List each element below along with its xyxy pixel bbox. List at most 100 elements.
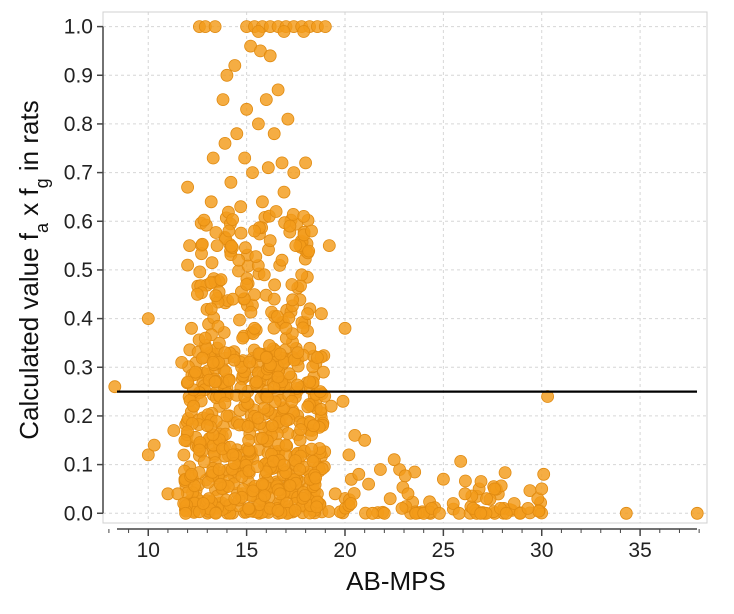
x-tick-label: 15: [235, 539, 258, 562]
data-point: [226, 292, 240, 306]
data-point: [197, 455, 211, 469]
data-point: [250, 375, 263, 389]
data-point: [234, 226, 248, 240]
data-point: [288, 504, 302, 517]
data-point: [181, 375, 195, 389]
data-point: [185, 321, 198, 335]
data-point: [446, 497, 460, 510]
data-point: [322, 505, 336, 518]
data-point: [244, 305, 258, 319]
data-point: [255, 431, 269, 445]
data-point: [267, 127, 281, 141]
data-point: [251, 117, 265, 131]
data-point: [251, 25, 265, 38]
data-point: [259, 93, 273, 106]
data-point: [366, 506, 379, 520]
x-tick-label: 25: [432, 539, 455, 562]
data-point: [220, 409, 234, 423]
data-point: [147, 438, 161, 452]
y-tick-label: 0.8: [64, 113, 93, 136]
data-point: [373, 463, 387, 476]
data-point: [171, 487, 185, 501]
data-point: [267, 321, 281, 335]
data-point: [395, 501, 409, 515]
data-point: [232, 253, 246, 267]
data-point: [277, 25, 291, 38]
data-point: [193, 265, 207, 279]
data-point: [297, 25, 311, 38]
data-point: [474, 475, 488, 488]
data-point: [255, 477, 269, 491]
data-point: [167, 424, 181, 437]
data-point: [316, 365, 330, 379]
data-point: [307, 419, 320, 433]
data-point: [507, 497, 521, 510]
data-point: [230, 127, 244, 141]
data-point: [273, 347, 287, 361]
data-point: [297, 209, 311, 223]
y-tick-label: 0.3: [64, 356, 93, 379]
data-point: [196, 497, 210, 510]
data-point: [275, 253, 289, 267]
data-point: [236, 331, 250, 345]
data-point: [291, 346, 305, 360]
data-point: [318, 20, 332, 34]
data-point: [277, 458, 291, 472]
data-point: [488, 482, 501, 496]
data-point: [218, 346, 232, 360]
data-point: [270, 310, 284, 323]
data-point: [281, 427, 295, 440]
x-tick-label: 35: [628, 539, 651, 562]
data-point: [271, 504, 285, 517]
data-point: [178, 433, 192, 447]
data-point: [377, 506, 391, 520]
data-point: [208, 20, 222, 34]
data-point: [179, 506, 193, 520]
data-point: [281, 112, 295, 126]
data-point: [258, 489, 272, 503]
data-point: [296, 321, 310, 335]
y-axis-title-part: Calculated value f: [14, 232, 44, 439]
y-axis-title-subscript-a: a: [32, 222, 52, 233]
y-tick-label: 0.0: [64, 502, 93, 525]
data-point: [249, 250, 263, 264]
data-point: [263, 234, 277, 248]
data-point: [200, 419, 214, 433]
data-point: [240, 278, 254, 291]
data-point: [213, 477, 227, 491]
y-tick-label: 0.1: [64, 454, 93, 477]
data-point: [241, 420, 255, 434]
data-point: [195, 351, 209, 365]
data-point: [338, 321, 352, 335]
data-point: [198, 331, 212, 345]
data-point: [352, 467, 366, 481]
data-point: [283, 219, 297, 233]
data-point: [279, 414, 293, 427]
data-point: [480, 492, 494, 506]
data-point: [532, 504, 546, 518]
data-point: [269, 205, 283, 218]
data-point: [298, 489, 312, 502]
data-point: [324, 399, 338, 413]
data-point: [263, 339, 276, 352]
data-point: [322, 239, 336, 253]
data-point: [141, 312, 155, 326]
data-point: [619, 506, 633, 520]
data-point: [458, 487, 472, 501]
axis-ticks: 0.0 0.1 0.2 0.3 0.4 0.5 0.6 0.7 0.8 0.9 1.0 10 15 20 2…: [64, 16, 700, 562]
data-point: [240, 102, 254, 116]
data-point: [452, 506, 466, 520]
data-point: [295, 268, 309, 282]
data-point: [267, 292, 281, 306]
data-point: [228, 492, 242, 506]
data-point: [454, 454, 468, 468]
y-axis-title-subscript-g: g: [32, 178, 52, 188]
data-point: [398, 469, 412, 483]
data-point: [336, 394, 350, 408]
data-point: [204, 302, 218, 316]
data-point: [436, 472, 450, 486]
data-point: [197, 213, 211, 227]
data-point: [250, 460, 264, 474]
data-point: [238, 241, 252, 255]
